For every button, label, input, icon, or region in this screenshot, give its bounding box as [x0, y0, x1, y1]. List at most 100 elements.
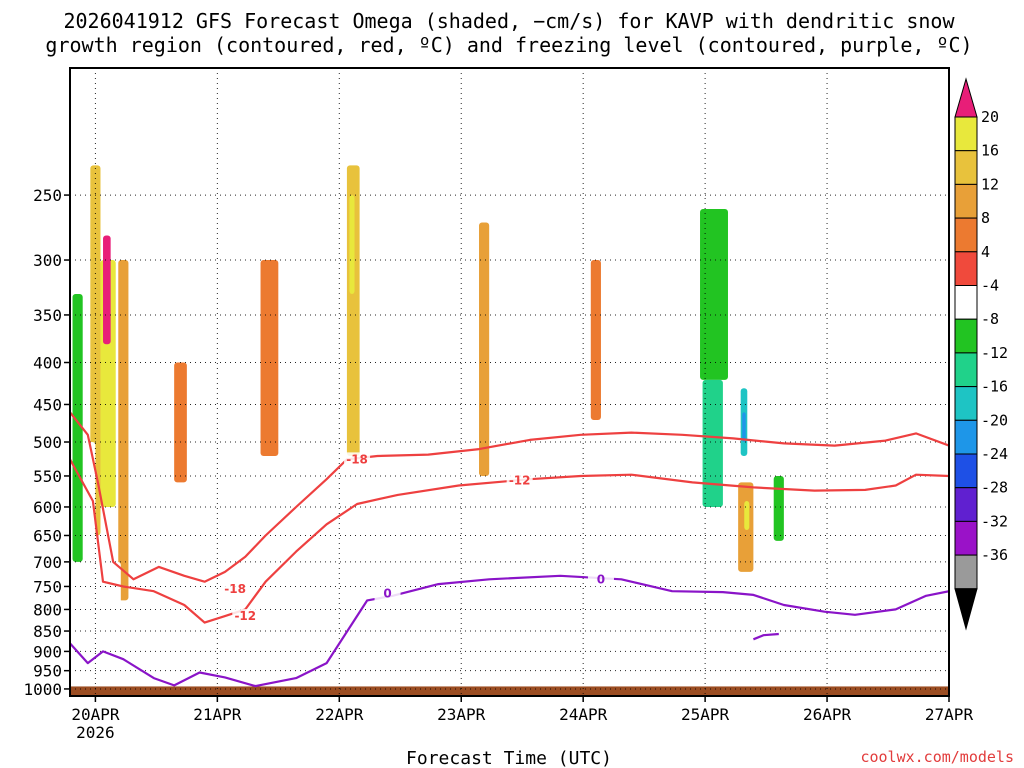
omega-cell-23	[773, 475, 784, 541]
colorbar-segment-10	[954, 453, 978, 489]
y-tick-label-1000: 1000	[23, 680, 62, 699]
contour-0-1	[70, 458, 949, 624]
colorbar-label-11: -28	[981, 479, 1008, 497]
y-tick-label-550: 550	[33, 467, 62, 486]
y-tick-label-600: 600	[33, 498, 62, 517]
y-tick-label-350: 350	[33, 306, 62, 325]
y-tick-label-650: 650	[33, 526, 62, 545]
contour-label-bg-0-1-1	[506, 473, 533, 488]
contour-label-0-1-1: -12	[509, 473, 531, 487]
chart-title-line1: 2026041912 GFS Forecast Omega (shaded, −…	[63, 9, 955, 33]
colorbar-segment-5	[954, 285, 978, 320]
omega-cell-13	[87, 442, 96, 610]
colorbar-bottom-arrow	[954, 588, 978, 631]
contour-label-bg-0-0-1	[344, 452, 371, 467]
x-axis-label: Forecast Time (UTC)	[406, 748, 612, 768]
y-tick-label-700: 700	[33, 553, 62, 572]
y-tick-label-750: 750	[33, 577, 62, 596]
colorbar-label-4: 4	[981, 243, 990, 261]
omega-cell-19	[700, 209, 728, 380]
contour-label-1-0-0: 0	[383, 587, 391, 601]
colorbar-label-10: -24	[981, 445, 1008, 463]
plot-frame	[69, 67, 950, 697]
colorbar-label-7: -12	[981, 344, 1008, 362]
colorbar-label-12: -32	[981, 512, 1008, 530]
omega-cell-17	[448, 235, 457, 345]
colorbar-label-1: 16	[981, 142, 999, 160]
x-tick-label-21APR: 21APR	[193, 705, 242, 724]
x-tick-label-22APR: 22APR	[315, 705, 364, 724]
x-tick-label-25APR: 25APR	[681, 705, 730, 724]
contour-1-1	[752, 632, 779, 641]
y-tick-label-450: 450	[33, 395, 62, 414]
colorbar: 20 16 12 8 4 -4 -8 -12 -16 -20 -24 -28 -32 -36	[954, 77, 1008, 631]
omega-cell-14	[113, 561, 121, 652]
omega-cell-15	[362, 482, 370, 644]
colorbar-segment-13	[954, 554, 978, 590]
contour-label-0-0-1: -18	[346, 452, 368, 466]
omega-cell-3	[118, 260, 129, 601]
x-tick-label-26APR: 26APR	[803, 705, 852, 724]
omega-cell-5	[260, 260, 279, 456]
omega-cell-16	[407, 591, 419, 644]
y-tick-label-900: 900	[33, 642, 62, 661]
contour-label-0-1-0: -12	[234, 609, 256, 623]
colorbar-label-3: 8	[981, 209, 990, 227]
contour-label-bg-0-1-0	[232, 609, 259, 624]
y-tick-label-850: 850	[33, 622, 62, 641]
omega-cell-18	[585, 506, 596, 572]
y-tick-label-300: 300	[33, 251, 62, 270]
omega-cell-9	[590, 260, 601, 420]
y-tick-label-800: 800	[33, 600, 62, 619]
colorbar-segment-12	[954, 520, 978, 556]
colorbar-label-6: -8	[981, 310, 999, 328]
colorbar-segment-2	[954, 183, 978, 219]
omega-cell-7	[349, 195, 355, 294]
omega-cell-12	[72, 293, 83, 562]
ground-fill	[70, 686, 949, 696]
contour-label-0-0-0: -18	[224, 582, 246, 596]
colorbar-segment-3	[954, 217, 978, 253]
x-tick-label-27APR: 27APR	[925, 705, 974, 724]
omega-cell-2	[103, 235, 111, 345]
y-tick-label-250: 250	[33, 186, 62, 205]
x-tick-label-20APR: 20APR	[71, 705, 120, 724]
colorbar-top-arrow	[954, 77, 978, 118]
colorbar-segment-8	[954, 386, 978, 421]
colorbar-segment-4	[954, 251, 978, 287]
omega-cell-8	[479, 222, 490, 476]
contour-label-1-0-1: 0	[597, 572, 605, 586]
contour-label-bg-1-0-0	[374, 586, 401, 601]
colorbar-label-9: -20	[981, 411, 1008, 429]
x-tick-label-24APR: 24APR	[559, 705, 608, 724]
x-tick-label-23APR: 23APR	[437, 705, 486, 724]
omega-shading	[72, 165, 889, 652]
y-tick-label-500: 500	[33, 433, 62, 452]
colorbar-segment-9	[954, 419, 978, 455]
omega-cell-22	[742, 412, 746, 443]
colorbar-segment-7	[954, 352, 978, 388]
contour-label-bg-0-0-0	[222, 581, 249, 596]
chart-title-line2: growth region (contoured, red, ºC) and f…	[45, 33, 972, 57]
omega-cell-24	[880, 362, 889, 405]
colorbar-label-2: 12	[981, 175, 999, 193]
colorbar-segment-1	[954, 150, 978, 185]
omega-cell-4	[174, 362, 187, 483]
omega-cell-20	[702, 379, 723, 507]
colorbar-segment-0	[954, 116, 978, 152]
contour-labels: -18 -18 -12 -12 0 0	[222, 452, 614, 624]
colorbar-label-8: -16	[981, 378, 1008, 396]
colorbar-label-5: -4	[981, 277, 999, 295]
grid-lines	[70, 68, 949, 696]
colorbar-label-13: -36	[981, 546, 1008, 564]
colorbar-segment-11	[954, 487, 978, 522]
contour-lines	[70, 411, 949, 688]
y-tick-label-400: 400	[33, 354, 62, 373]
ground-terrain	[70, 686, 949, 696]
omega-cell-11	[744, 500, 750, 530]
colorbar-label-0: 20	[981, 108, 999, 126]
y-tick-label-950: 950	[33, 662, 62, 681]
contour-label-bg-1-0-1	[587, 572, 614, 587]
